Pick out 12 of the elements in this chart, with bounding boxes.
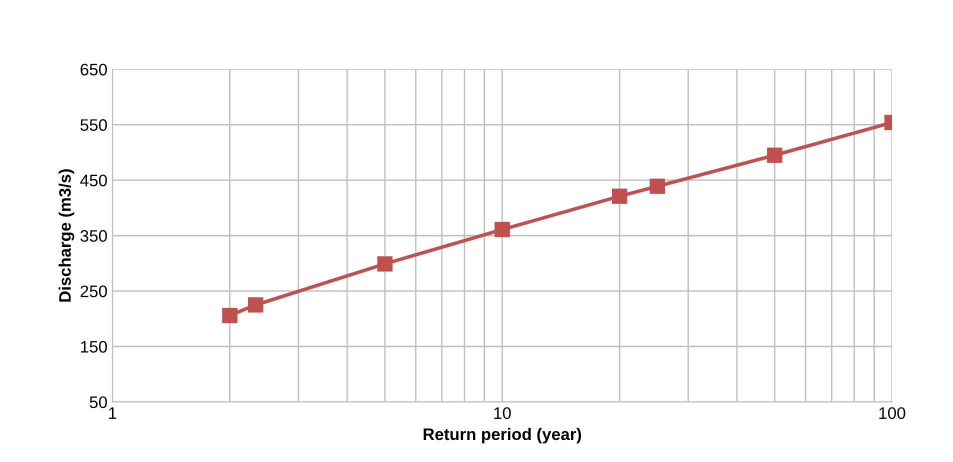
- y-tick-label: 550: [80, 119, 107, 131]
- x-tick-label: 1: [109, 407, 116, 419]
- y-tick-label: 350: [80, 230, 107, 242]
- y-tick-label: 450: [80, 174, 107, 186]
- x-axis-title: Return period (year): [424, 428, 582, 444]
- x-tick-label: 100: [879, 407, 906, 420]
- x-tick-label: 10: [494, 407, 511, 420]
- y-tick-label: 650: [80, 64, 107, 76]
- y-axis-title: Discharge (m3/s): [58, 169, 74, 302]
- y-tick-label: 250: [80, 285, 107, 298]
- y-tick-label: 150: [81, 340, 107, 353]
- y-tick-label: 50: [90, 396, 107, 408]
